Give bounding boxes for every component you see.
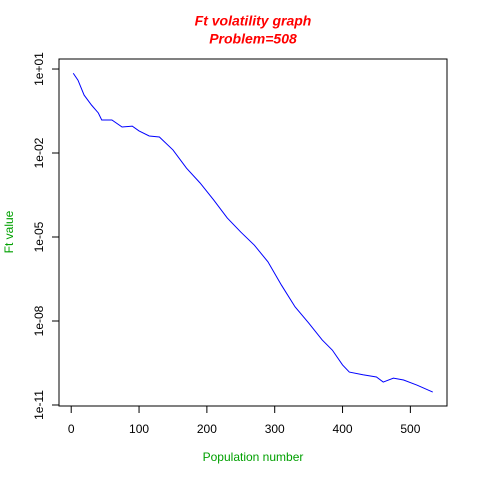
x-tick-label: 300 (265, 422, 285, 436)
y-tick-label: 1e-11 (32, 390, 46, 420)
x-tick-label: 0 (68, 422, 75, 436)
y-tick-label: 1e-08 (32, 305, 46, 336)
x-tick-label: 200 (197, 422, 217, 436)
y-tick-label: 1e+01 (32, 52, 46, 86)
x-axis-label: Population number (203, 450, 304, 464)
x-tick-label: 400 (333, 422, 353, 436)
y-tick-label: 1e-02 (32, 137, 46, 168)
y-tick-label: 1e-05 (32, 221, 46, 252)
y-axis-label: Ft value (2, 210, 16, 253)
x-tick-label: 100 (129, 422, 149, 436)
data-line (72, 72, 433, 393)
chart-subtitle: Problem=508 (209, 31, 297, 47)
x-tick-label: 500 (400, 422, 420, 436)
chart-title: Ft volatility graph (195, 13, 312, 29)
